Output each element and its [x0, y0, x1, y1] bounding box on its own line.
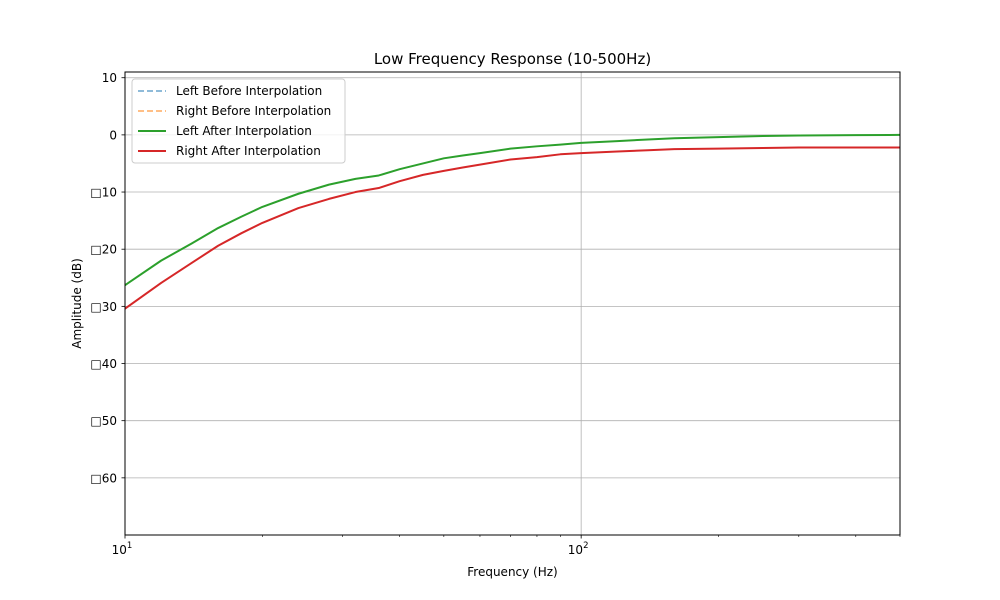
legend-label: Right After Interpolation — [176, 144, 321, 158]
y-axis-label: Amplitude (dB) — [70, 258, 84, 349]
x-axis-label: Frequency (Hz) — [467, 565, 558, 579]
legend-box — [131, 78, 346, 164]
chart-title: Low Frequency Response (10-500Hz) — [374, 50, 651, 68]
y-tick-label: □10 — [90, 186, 117, 200]
plot-frame — [124, 71, 901, 536]
x-tick-label: 101 — [112, 541, 133, 557]
legend-label: Right Before Interpolation — [176, 104, 331, 118]
y-tick-label: □20 — [90, 243, 117, 257]
y-tick-label: □40 — [90, 357, 117, 371]
series-lines — [124, 133, 901, 310]
y-tick-label: □30 — [90, 300, 117, 314]
legend-label: Left Before Interpolation — [176, 84, 322, 98]
series-line — [124, 146, 900, 310]
legend-label: Left After Interpolation — [176, 124, 312, 138]
y-tick-label: □50 — [90, 414, 117, 428]
y-tick-label: 10 — [102, 71, 117, 85]
y-tick-label: □60 — [90, 471, 117, 485]
y-tick-label: 0 — [109, 128, 117, 142]
axis-ticks: 10 0 □10 □20 □30 □40 □50 □60 101 102 — [90, 71, 901, 557]
legend: Left Before Interpolation Right Before In… — [131, 78, 346, 164]
x-tick-label: 102 — [568, 541, 589, 557]
series-line — [124, 133, 901, 287]
